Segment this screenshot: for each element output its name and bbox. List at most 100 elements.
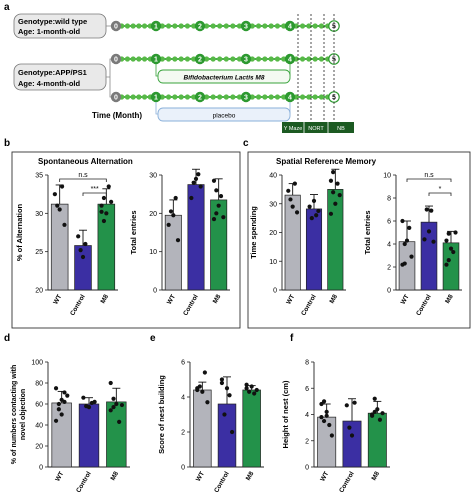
data-point	[327, 422, 332, 428]
month-label-3: 3	[244, 24, 248, 31]
category-label-control: Control	[300, 293, 318, 317]
bar-m8	[97, 203, 116, 291]
data-point	[404, 238, 410, 243]
panel-label-b: b	[4, 138, 10, 149]
data-point	[222, 412, 227, 417]
month-node-1	[150, 53, 162, 65]
data-point	[109, 199, 114, 204]
timeline-dot	[203, 56, 210, 62]
timeline-dot	[274, 23, 281, 29]
data-point	[55, 203, 60, 208]
data-point	[309, 216, 314, 221]
data-point	[316, 208, 321, 214]
wildtype-age: Age: 1-month-old	[18, 27, 80, 36]
data-point	[286, 188, 291, 193]
timeline-dot	[130, 56, 136, 62]
data-point	[324, 409, 329, 414]
data-point	[370, 413, 375, 418]
timeline-dot	[236, 94, 243, 100]
data-point	[429, 208, 434, 213]
panel-label-a: a	[4, 2, 10, 13]
sig-ns-label: n.s	[424, 172, 434, 179]
month-label-0: 0	[114, 57, 118, 64]
y-tick-label: 40	[35, 423, 43, 430]
data-point	[197, 384, 202, 389]
month-label-1: 1	[154, 57, 158, 64]
data-point	[307, 204, 312, 209]
timeline-dot	[124, 23, 131, 29]
bar-control	[305, 208, 323, 291]
data-point	[65, 393, 70, 398]
month-label-1: 1	[154, 24, 158, 31]
y-axis-label: % of numbers contacting with	[11, 365, 18, 465]
data-point	[219, 377, 225, 382]
category-label-wt: WT	[54, 470, 65, 482]
y-tick-label: 8	[305, 360, 309, 367]
data-point	[86, 405, 92, 410]
data-point	[78, 248, 83, 253]
timeline-dot	[124, 94, 131, 100]
bar-wt	[50, 203, 69, 291]
data-point	[166, 222, 171, 227]
data-point	[101, 218, 107, 224]
timeline-dot	[210, 94, 216, 100]
data-point	[331, 190, 336, 195]
bar-control	[187, 184, 205, 291]
data-point	[62, 222, 67, 227]
data-point	[451, 249, 456, 255]
data-point	[106, 184, 111, 189]
month-node-3	[240, 20, 252, 32]
data-point	[99, 203, 104, 208]
timelines: 012345012345012345	[110, 20, 340, 115]
panel-label-d: d	[4, 333, 10, 344]
bar-wt	[317, 416, 337, 468]
data-point	[198, 184, 203, 189]
data-point	[101, 195, 107, 201]
data-point	[175, 238, 181, 243]
data-point	[193, 176, 199, 181]
timeline-dot	[136, 23, 142, 29]
sig-star-label: *	[439, 186, 442, 193]
category-label-wt: WT	[166, 293, 177, 305]
category-label-m8: M8	[370, 470, 381, 482]
data-point	[211, 178, 217, 183]
data-point	[446, 258, 451, 263]
bar-m8	[210, 199, 228, 291]
month-node-2	[194, 91, 206, 103]
timeline-dot	[136, 56, 142, 62]
wildtype-genotype: Genotype:wild type	[18, 17, 87, 26]
data-point	[347, 425, 352, 430]
timeline-dot	[255, 94, 262, 100]
y-tick-label: 2	[387, 265, 391, 272]
data-point	[319, 401, 324, 407]
timeline-dot	[178, 56, 184, 62]
timeline-dot	[203, 94, 210, 100]
data-point	[62, 390, 67, 395]
timeline-dot	[318, 23, 325, 29]
timeline-dot	[268, 56, 274, 62]
data-point	[328, 211, 334, 216]
timeline-dot	[141, 23, 148, 29]
timeline-dot	[210, 56, 216, 62]
data-point	[380, 411, 385, 416]
category-label-wt: WT	[52, 293, 63, 305]
timeline-dot	[141, 56, 148, 62]
data-point	[453, 230, 458, 235]
timeline-dot	[130, 23, 136, 29]
category-label-wt: WT	[285, 293, 296, 305]
month-label-1: 1	[154, 95, 158, 102]
panel-label-e: e	[150, 333, 156, 344]
y-tick-label: 20	[35, 288, 43, 295]
data-point	[59, 412, 64, 417]
timeline-dot	[262, 23, 268, 29]
sig-ns	[59, 178, 107, 182]
y-tick-label: 4	[305, 412, 309, 419]
data-point	[337, 193, 342, 198]
month-node-3	[240, 53, 252, 65]
nort-label: NORT	[308, 126, 324, 132]
bar-control	[78, 403, 100, 468]
month-node-3	[240, 91, 252, 103]
timeline-dot	[223, 94, 229, 100]
timeline-dot	[274, 56, 281, 62]
data-point	[52, 192, 57, 197]
